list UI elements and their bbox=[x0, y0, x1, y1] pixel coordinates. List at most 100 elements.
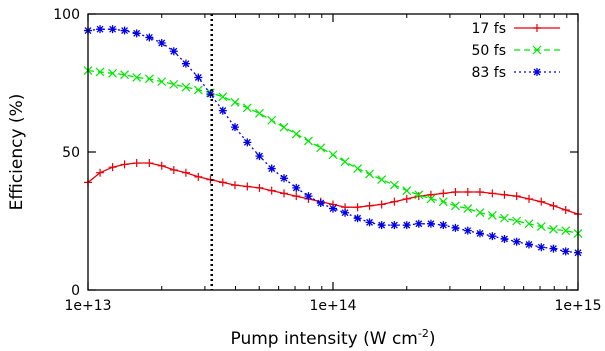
data-point bbox=[365, 169, 374, 179]
data-point bbox=[120, 160, 129, 169]
data-point bbox=[500, 190, 509, 199]
data-point bbox=[120, 70, 129, 80]
data-point bbox=[525, 240, 534, 249]
x-axis-title: Pump intensity (W cm-2) bbox=[231, 327, 436, 349]
data-point bbox=[230, 97, 240, 107]
legend-label: 83 fs bbox=[472, 65, 507, 81]
y-tick-label: 50 bbox=[62, 145, 80, 161]
data-point bbox=[525, 194, 534, 203]
data-point bbox=[230, 181, 239, 190]
legend-item: 83 fs bbox=[472, 65, 560, 81]
data-point bbox=[96, 168, 105, 177]
data-point bbox=[96, 25, 105, 34]
data-point bbox=[157, 77, 167, 87]
data-point bbox=[280, 174, 289, 183]
legend: 17 fs 50 fs 83 fs bbox=[472, 21, 560, 81]
data-point bbox=[537, 243, 546, 252]
data-point bbox=[439, 221, 448, 230]
data-point bbox=[426, 194, 436, 204]
data-point bbox=[475, 188, 484, 197]
legend-item: 17 fs bbox=[472, 21, 560, 37]
data-point bbox=[230, 123, 239, 132]
data-point bbox=[291, 129, 301, 139]
data-point bbox=[353, 214, 362, 223]
data-point bbox=[426, 190, 435, 199]
series-83-fs bbox=[84, 25, 582, 257]
data-point bbox=[194, 172, 203, 181]
data-point bbox=[280, 189, 289, 198]
data-point bbox=[340, 157, 350, 167]
data-point bbox=[463, 188, 472, 197]
data-point bbox=[255, 183, 264, 192]
data-point bbox=[451, 188, 460, 197]
data-point bbox=[279, 122, 289, 132]
data-point bbox=[108, 25, 117, 34]
x-axis-title-superscript: -2 bbox=[418, 327, 429, 340]
data-point bbox=[561, 205, 570, 214]
x-tick-label: 1e+14 bbox=[309, 298, 356, 314]
x-axis-title-suffix: ) bbox=[429, 329, 436, 349]
data-point bbox=[426, 219, 435, 228]
data-point bbox=[255, 152, 264, 161]
data-point bbox=[512, 216, 522, 226]
data-point bbox=[132, 29, 141, 38]
data-point bbox=[377, 175, 387, 185]
data-point bbox=[451, 223, 460, 232]
legend-label: 50 fs bbox=[472, 43, 507, 59]
data-point bbox=[500, 234, 509, 243]
data-point bbox=[206, 175, 215, 184]
data-point bbox=[450, 201, 460, 211]
data-point bbox=[292, 192, 301, 201]
data-point bbox=[181, 82, 191, 92]
data-point bbox=[549, 201, 558, 210]
data-point bbox=[120, 26, 129, 35]
data-point bbox=[218, 106, 227, 115]
data-point bbox=[402, 194, 411, 203]
data-point bbox=[145, 159, 154, 168]
data-point bbox=[145, 33, 154, 42]
data-point bbox=[292, 183, 301, 192]
data-point bbox=[512, 237, 521, 246]
data-point bbox=[218, 92, 228, 102]
data-point bbox=[181, 59, 190, 68]
y-tick-label: 0 bbox=[71, 283, 80, 299]
data-point bbox=[194, 73, 203, 82]
data-point bbox=[414, 190, 424, 200]
data-point bbox=[316, 143, 326, 153]
data-point bbox=[536, 222, 546, 231]
data-point bbox=[108, 68, 118, 78]
data-point bbox=[328, 150, 338, 160]
y-axis-title: Efficiency (%) bbox=[7, 94, 27, 211]
data-point bbox=[316, 199, 325, 208]
legend-swatch-marker bbox=[533, 68, 541, 76]
data-point bbox=[475, 229, 484, 238]
data-point bbox=[304, 192, 313, 201]
data-point bbox=[267, 115, 277, 125]
x-axis-title-main: Pump intensity (W cm bbox=[231, 329, 418, 349]
legend-swatch-marker bbox=[532, 45, 542, 55]
data-point bbox=[193, 85, 203, 95]
data-point bbox=[169, 79, 179, 89]
data-point bbox=[512, 192, 521, 201]
series-line bbox=[87, 28, 579, 254]
data-point bbox=[267, 164, 276, 173]
legend-item: 50 fs bbox=[472, 43, 560, 59]
data-point bbox=[537, 197, 546, 206]
data-point bbox=[181, 168, 190, 177]
data-point bbox=[402, 221, 411, 230]
data-point bbox=[353, 203, 362, 212]
data-point bbox=[243, 138, 252, 147]
x-tick-label: 1e+15 bbox=[554, 298, 601, 314]
legend-label: 17 fs bbox=[472, 21, 507, 37]
data-point bbox=[144, 74, 154, 84]
data-point bbox=[95, 67, 105, 77]
data-point bbox=[549, 244, 558, 253]
data-point bbox=[169, 47, 178, 56]
data-point bbox=[488, 232, 497, 241]
data-point bbox=[255, 108, 264, 118]
y-tick-label: 100 bbox=[53, 7, 80, 23]
data-point bbox=[561, 247, 570, 256]
data-point bbox=[218, 178, 227, 187]
data-point bbox=[463, 204, 473, 214]
